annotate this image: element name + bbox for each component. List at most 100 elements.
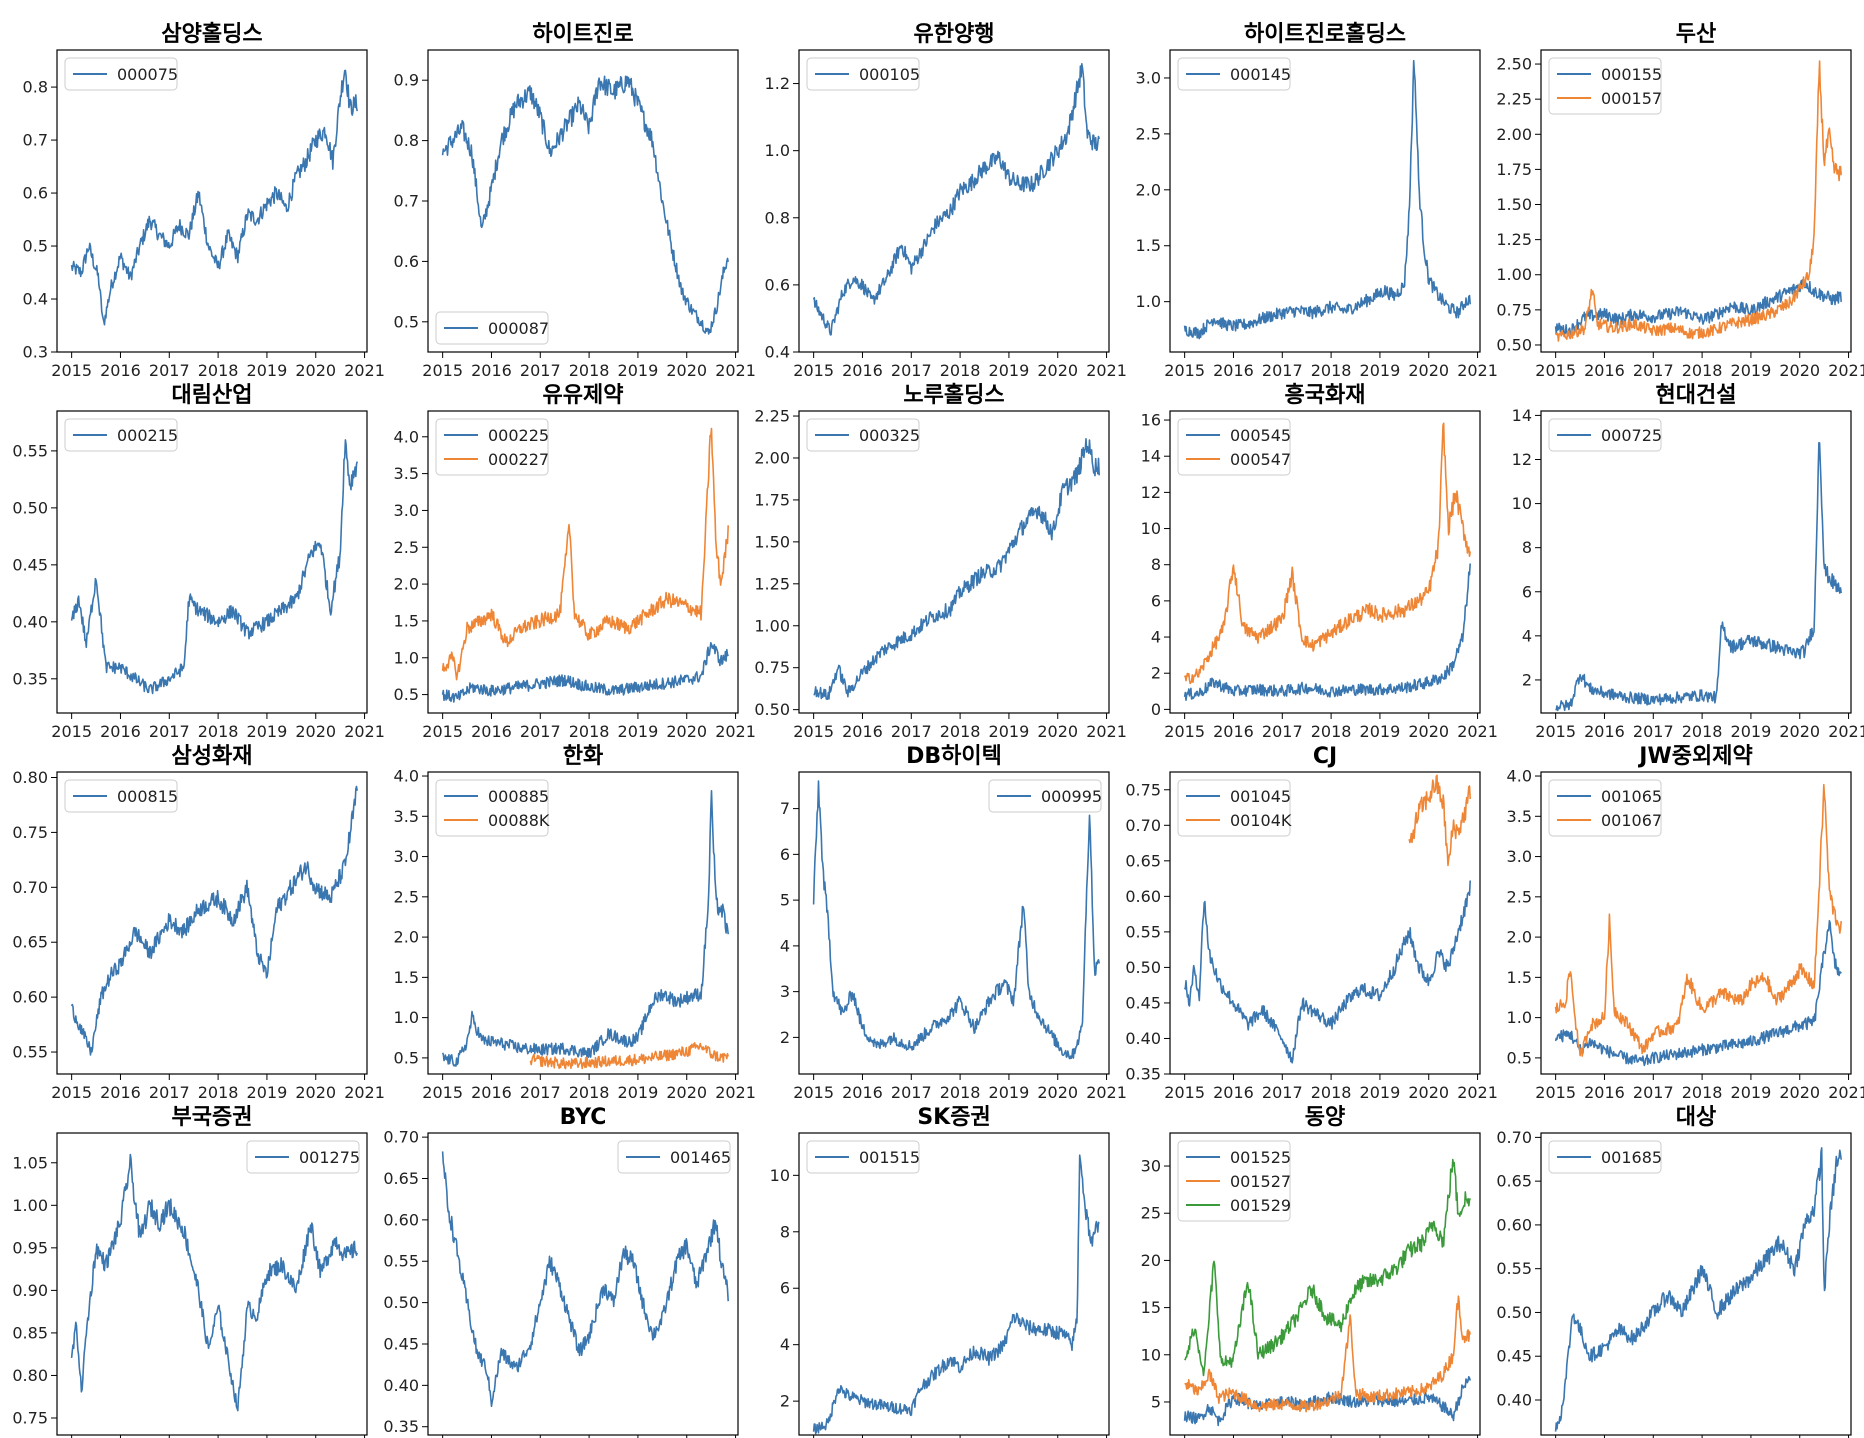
y-tick-label: 1.5 xyxy=(1507,968,1532,987)
x-tick-label: 2017 xyxy=(520,722,561,741)
subplot: JW중외제약 0.5 1.0 1.5 2.0 2.5 3.0 3.5 4.0 2015 2016 20… xyxy=(1507,744,1864,1102)
subplot: 하이트진로 0.5 0.6 0.7 0.8 0.9 2015 2016 2017 2018 2019… xyxy=(394,22,756,380)
series-line-000157 xyxy=(1554,60,1842,342)
chart-title: 동양 xyxy=(1305,1105,1345,1130)
x-tick-label: 2019 xyxy=(618,1083,659,1102)
legend-label: 000815 xyxy=(117,787,178,806)
legend-label: 000547 xyxy=(1230,450,1291,469)
y-tick-label: 4 xyxy=(780,936,790,955)
x-tick-label: 2019 xyxy=(1360,1083,1401,1102)
chart-title: 유한양행 xyxy=(914,22,995,47)
subplot: BYC 0.35 0.40 0.45 0.50 0.55 0.60 0.65 0.70 00146… xyxy=(383,1105,739,1438)
y-tick-label: 0.65 xyxy=(1496,1172,1532,1191)
x-tick-label: 2019 xyxy=(1360,722,1401,741)
y-tick-label: 0.55 xyxy=(1496,1259,1532,1278)
x-tick-label: 2016 xyxy=(1213,361,1254,380)
series-line-000995 xyxy=(812,780,1100,1060)
subplot: SK증권 2 4 6 8 10 001515 xyxy=(770,1105,1110,1438)
legend-box xyxy=(806,57,920,91)
y-tick-label: 0.60 xyxy=(383,1210,419,1229)
legend: 000725 xyxy=(1548,418,1662,452)
series-line-000547 xyxy=(1183,422,1471,685)
legend: 000545 000547 xyxy=(1177,418,1291,476)
legend-label: 001275 xyxy=(299,1148,360,1167)
x-tick-label: 2015 xyxy=(793,722,834,741)
y-tick-label: 12 xyxy=(1141,483,1161,502)
x-tick-label: 2016 xyxy=(1213,1083,1254,1102)
axes-frame xyxy=(1540,771,1852,1075)
series-line-000215 xyxy=(70,439,358,695)
chart-title: 대상 xyxy=(1676,1105,1716,1130)
series-line-001529 xyxy=(1184,1158,1471,1377)
x-tick-label: 2015 xyxy=(793,1083,834,1102)
series-line-001065 xyxy=(1554,920,1842,1067)
y-tick-label: 0.85 xyxy=(12,1323,48,1342)
x-tick-label: 2020 xyxy=(1779,722,1820,741)
y-tick-label: 0.4 xyxy=(765,343,790,362)
y-tick-label: 1.25 xyxy=(754,574,790,593)
legend-box xyxy=(1177,57,1291,91)
y-tick-label: 6 xyxy=(780,1279,790,1298)
legend-box xyxy=(435,779,549,837)
y-tick-label: 0.8 xyxy=(394,131,419,150)
legend-box xyxy=(806,418,920,452)
x-tick-label: 2017 xyxy=(891,361,932,380)
x-tick-label: 2021 xyxy=(344,1083,385,1102)
legend-label: 000087 xyxy=(488,319,549,338)
y-tick-label: 5 xyxy=(1151,1392,1161,1411)
y-tick-label: 0.8 xyxy=(23,78,48,97)
x-tick-label: 2016 xyxy=(471,722,512,741)
x-tick-label: 2020 xyxy=(666,1083,707,1102)
series-line-00104K xyxy=(1408,774,1471,867)
y-tick-label: 2.00 xyxy=(754,448,790,467)
legend-label: 001525 xyxy=(1230,1148,1291,1167)
y-tick-label: 1.0 xyxy=(765,141,790,160)
y-tick-label: 0.5 xyxy=(1507,1048,1532,1067)
legend: 001525 001527 001529 xyxy=(1177,1140,1291,1222)
legend-box xyxy=(64,779,178,813)
axes-frame xyxy=(56,1132,368,1436)
y-tick-label: 0.55 xyxy=(1125,922,1161,941)
y-tick-label: 0.75 xyxy=(12,823,48,842)
chart-title: DB하이텍 xyxy=(906,744,1002,769)
y-tick-label: 0.70 xyxy=(1496,1128,1532,1147)
x-tick-label: 2015 xyxy=(422,1083,463,1102)
x-tick-label: 2017 xyxy=(891,722,932,741)
y-tick-label: 3.0 xyxy=(1507,847,1532,866)
x-tick-label: 2016 xyxy=(1584,722,1625,741)
chart-title: 대림산업 xyxy=(172,383,253,408)
subplot: 삼성화재 0.55 0.60 0.65 0.70 0.75 0.80 2015 2016 2017… xyxy=(12,744,385,1102)
legend: 000225 000227 xyxy=(435,418,549,476)
subplot: 현대건설 2 4 6 8 10 12 14 2015 2016 2017 2018 2019 2020 20… xyxy=(1512,383,1864,741)
legend: 000995 xyxy=(988,779,1102,813)
chart-title: CJ xyxy=(1313,744,1337,769)
legend: 000087 xyxy=(435,311,549,345)
y-tick-label: 2 xyxy=(780,1028,790,1047)
y-tick-label: 0.75 xyxy=(12,1408,48,1427)
x-tick-label: 2015 xyxy=(422,722,463,741)
y-tick-label: 2.0 xyxy=(394,928,419,947)
legend-label: 001685 xyxy=(1601,1148,1662,1167)
series-line-001685 xyxy=(1554,1147,1842,1432)
chart-title: 부국증권 xyxy=(172,1105,253,1130)
x-tick-label: 2019 xyxy=(989,722,1030,741)
series-line-000105 xyxy=(812,63,1100,336)
legend-label: 000157 xyxy=(1601,89,1662,108)
y-tick-label: 0.6 xyxy=(394,252,419,271)
y-tick-label: 3 xyxy=(780,982,790,1001)
x-tick-label: 2019 xyxy=(618,361,659,380)
legend-label: 000155 xyxy=(1601,65,1662,84)
series-line-001515 xyxy=(812,1154,1100,1435)
series-line-000155 xyxy=(1554,278,1842,337)
y-tick-label: 0.60 xyxy=(1496,1215,1532,1234)
x-tick-label: 2018 xyxy=(1682,361,1723,380)
subplot: 대상 0.40 0.45 0.50 0.55 0.60 0.65 0.70 001685 xyxy=(1496,1105,1852,1438)
y-tick-label: 1.0 xyxy=(394,648,419,667)
y-tick-label: 0.65 xyxy=(1125,851,1161,870)
y-tick-label: 0.50 xyxy=(12,498,48,517)
y-tick-label: 3.5 xyxy=(394,464,419,483)
x-tick-label: 2017 xyxy=(520,361,561,380)
x-tick-label: 2021 xyxy=(715,1083,756,1102)
legend: 000325 xyxy=(806,418,920,452)
y-tick-label: 0.6 xyxy=(23,184,48,203)
